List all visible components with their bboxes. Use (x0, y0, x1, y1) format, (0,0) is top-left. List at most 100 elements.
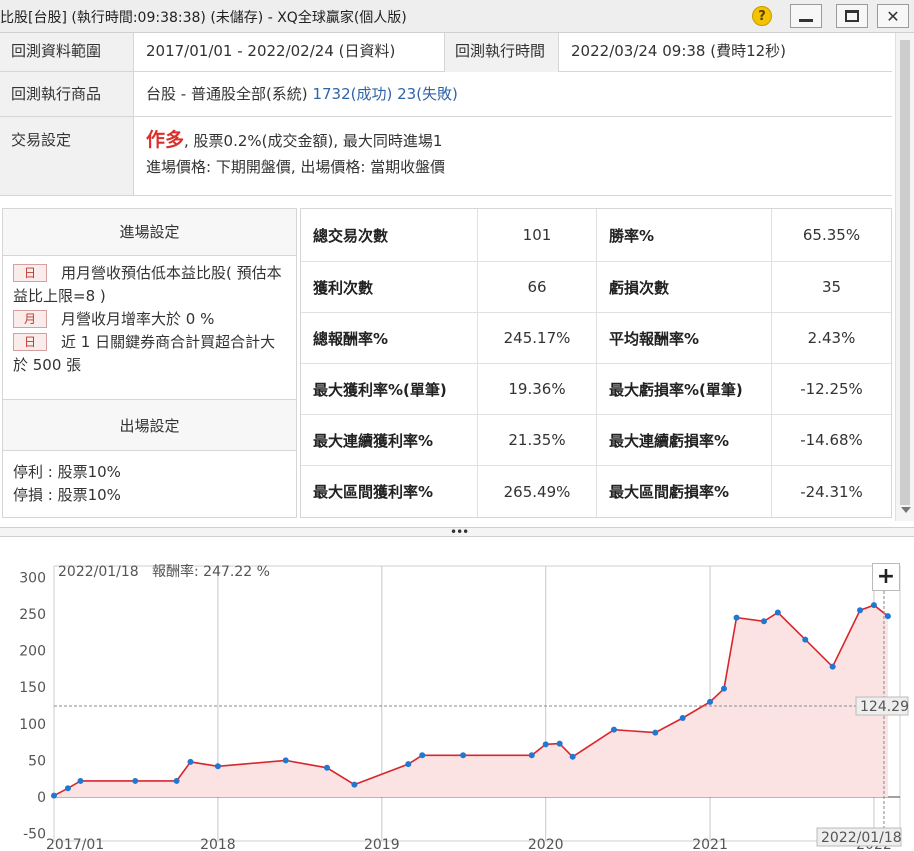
stats-row: 獲利次數 66 虧損次數 35 (301, 262, 891, 313)
trade-marker (405, 761, 412, 768)
trade-marker (884, 613, 891, 620)
exec-time-value: 2022/03/24 09:38 (費時12秒) (571, 42, 787, 60)
trade-marker (720, 685, 727, 692)
trade-marker (173, 777, 180, 784)
maximize-icon (845, 10, 859, 22)
monthly-tag: 月 (13, 310, 48, 328)
stat-value: 21.35% (478, 415, 597, 465)
entry-condition-1: 日用月營收預估低本益比股( 預估本益比上限=8 ) (13, 262, 288, 308)
crosshair-date: 2022/01/18 (821, 830, 902, 846)
info-row-trade: 交易設定 作多, 股票0.2%(成交金額), 最大同時進場1 進場價格: 下期開… (0, 117, 892, 196)
return-line (53, 604, 889, 797)
stat-value: -24.31% (800, 482, 863, 501)
stat-label: 虧損次數 (597, 262, 772, 312)
close-icon: ✕ (886, 6, 900, 26)
close-button[interactable]: ✕ (877, 4, 909, 28)
cursor-date: 2022/01/18 (58, 564, 139, 580)
x-tick-label: 2018 (200, 837, 236, 851)
info-row-range: 回測資料範圍 2017/01/01 - 2022/02/24 (日資料) 回測執… (0, 33, 892, 72)
crosshair-value: 124.29 (860, 699, 909, 715)
stats-row: 總交易次數 101 勝率% 65.35% (301, 209, 891, 262)
stats-table: 總交易次數 101 勝率% 65.35% 獲利次數 66 虧損次數 35 總報酬率% 245.17… (300, 208, 892, 518)
trade-marker (610, 726, 617, 733)
stat-value: 66 (478, 262, 597, 312)
trade-value: 作多, 股票0.2%(成交金額), 最大同時進場1 進場價格: 下期開盤價, 出… (134, 117, 445, 195)
stat-value: -12.25% (800, 380, 863, 398)
title-bar: 比股[台股] (執行時間:09:38:38) (未儲存) - XQ全球贏家(個人… (0, 0, 914, 33)
zoom-in-button[interactable]: + (872, 563, 900, 591)
y-tick-label: 50 (28, 753, 46, 769)
stat-label: 總交易次數 (301, 209, 478, 261)
product-label: 回測執行商品 (0, 72, 134, 116)
stat-label: 最大連續獲利率% (301, 415, 478, 465)
exit-settings-header: 出場設定 (3, 399, 296, 451)
trade-marker (857, 607, 864, 614)
return-readout: 報酬率: 247.22 % (152, 563, 270, 580)
condition-text: 用月營收預估低本益比股( 預估本益比上限=8 ) (13, 264, 282, 305)
y-tick-label: 300 (19, 570, 46, 586)
trade-marker (774, 609, 781, 616)
stat-value: 35 (821, 278, 842, 296)
y-tick-label: 100 (19, 717, 46, 733)
stat-label: 最大區間獲利率% (301, 466, 478, 517)
product-value: 台股 - 普通股全部(系統) 1732(成功) 23(失敗) (134, 72, 458, 116)
trade-marker (351, 781, 358, 788)
trade-direction: 作多 (146, 129, 185, 151)
trade-marker (460, 752, 467, 759)
help-icon[interactable]: ? (752, 6, 772, 26)
crosshair-date-box (816, 827, 902, 847)
trade-marker (77, 777, 84, 784)
trade-price: 進場價格: 下期開盤價, 出場價格: 當期收盤價 (146, 158, 446, 176)
product-scope: 台股 - 普通股全部(系統) (146, 85, 308, 103)
x-tick-label: 2020 (528, 837, 564, 851)
x-tick-label: 2021 (692, 837, 728, 851)
trade-marker (64, 785, 71, 792)
product-fail-link[interactable]: 23(失敗) (397, 85, 458, 103)
crosshair-value-box (855, 696, 909, 716)
stats-row: 最大區間獲利率% 265.49% 最大區間虧損率% -24.31% (301, 466, 891, 517)
scroll-down-arrow-icon[interactable] (901, 507, 911, 513)
stat-value: 265.49% (478, 466, 597, 517)
stat-label: 總報酬率% (301, 313, 478, 363)
panel-splitter[interactable]: ••• (0, 526, 914, 538)
stats-row: 最大連續獲利率% 21.35% 最大連續虧損率% -14.68% (301, 415, 891, 466)
y-tick-label: 150 (19, 680, 46, 696)
settings-panel: 進場設定 日用月營收預估低本益比股( 預估本益比上限=8 ) 月月營收月增率大於… (2, 208, 297, 518)
stat-value: 245.17% (478, 313, 597, 363)
stop-loss: 停損 : 股票10% (13, 486, 121, 504)
trade-marker (528, 752, 535, 759)
trade-marker (419, 752, 426, 759)
backtest-info-table: 回測資料範圍 2017/01/01 - 2022/02/24 (日資料) 回測執… (0, 33, 892, 196)
condition-text: 近 1 日關鍵券商合計買超合計大於 500 張 (13, 333, 276, 374)
x-tick-label: 2019 (364, 837, 400, 851)
stat-value: -14.68% (800, 431, 863, 449)
trade-marker (733, 614, 740, 621)
condition-text: 月營收月增率大於 0 % (61, 310, 215, 328)
stat-label: 勝率% (597, 209, 772, 261)
trade-detail: , 股票0.2%(成交金額), 最大同時進場1 (184, 132, 443, 150)
daily-tag: 日 (13, 264, 48, 282)
trade-marker (679, 714, 686, 721)
minimize-button[interactable] (790, 4, 822, 28)
return-area (54, 605, 888, 798)
daily-tag: 日 (13, 333, 48, 351)
y-tick-label: 200 (19, 644, 46, 660)
product-success-link[interactable]: 1732(成功) (312, 85, 393, 103)
trade-label: 交易設定 (0, 117, 134, 195)
stat-value: 2.43% (807, 329, 856, 347)
trade-marker (829, 663, 836, 670)
y-tick-label: -50 (23, 827, 46, 843)
range-value: 2017/01/01 - 2022/02/24 (日資料) (146, 42, 396, 60)
stat-value: 19.36% (478, 364, 597, 414)
stat-label: 最大區間虧損率% (597, 466, 772, 517)
maximize-button[interactable] (836, 4, 868, 28)
stat-label: 最大虧損率%(單筆) (597, 364, 772, 414)
stat-label: 最大連續虧損率% (597, 415, 772, 465)
trade-marker (214, 763, 221, 770)
vertical-scrollbar[interactable] (895, 33, 914, 521)
minimize-icon (799, 18, 813, 22)
stats-row: 總報酬率% 245.17% 平均報酬率% 2.43% (301, 313, 891, 364)
stat-label: 獲利次數 (301, 262, 478, 312)
scrollbar-thumb[interactable] (900, 40, 910, 505)
